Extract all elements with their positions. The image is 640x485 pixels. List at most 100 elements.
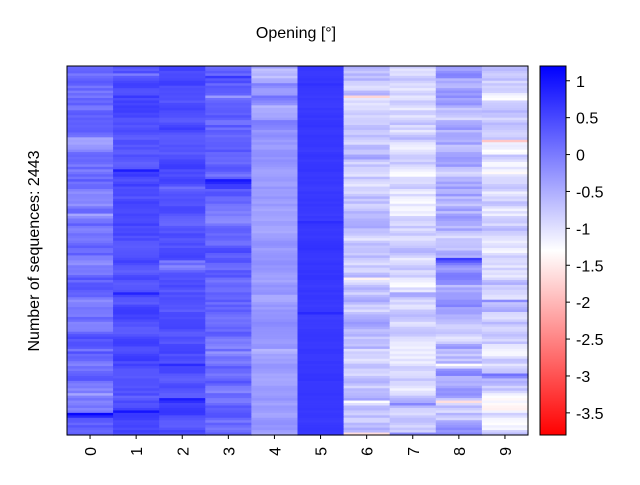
heatmap-cell [481,115,529,119]
heatmap-cell [435,233,483,237]
heatmap-cell [389,230,437,234]
heatmap-cell [481,213,529,217]
heatmap-cell [389,122,437,126]
heatmap-cell [435,257,483,261]
heatmap-cell [159,427,206,431]
heatmap-cell [389,100,437,104]
heatmap-cell [113,179,160,183]
heatmap-cell [159,184,206,188]
heatmap-cell [297,395,345,399]
heatmap-cell [343,243,391,247]
heatmap-cell [481,110,529,114]
heatmap-cell [435,186,483,190]
heatmap-cell [297,191,345,195]
heatmap-cell [113,358,160,362]
heatmap-cell [205,343,252,348]
heatmap-cell [481,329,529,333]
heatmap-cell [67,115,114,119]
heatmap-cell [389,179,437,183]
heatmap-cell [251,164,299,168]
heatmap-cell [205,380,252,384]
heatmap-cell [481,149,529,153]
heatmap-cell [343,189,391,193]
heatmap-cell [113,336,160,340]
heatmap-cell [481,85,529,89]
heatmap-cell [67,149,114,153]
heatmap-cell [435,117,483,121]
heatmap-cell [297,85,345,89]
heatmap-cell [159,134,206,138]
heatmap-cell [113,368,160,372]
heatmap-cell [159,235,206,239]
heatmap-cell [67,415,114,419]
y-axis-label: Number of sequences: 2443 [26,150,43,351]
heatmap-cell [297,171,345,175]
heatmap-cell [435,250,483,254]
heatmap-cell [251,309,299,313]
heatmap-cell [343,284,391,288]
heatmap-cell [251,432,299,436]
heatmap-cell [343,329,391,333]
heatmap-cell [159,240,206,244]
heatmap-cell [481,260,529,264]
heatmap-cell [113,257,160,261]
heatmap-cell [205,75,252,79]
heatmap-cell [297,275,345,279]
heatmap-cell [67,95,114,99]
heatmap-cell [481,314,529,318]
heatmap-cell [297,270,345,274]
heatmap-cell [481,93,529,97]
heatmap-cell [435,299,483,303]
heatmap-cell [297,134,345,138]
heatmap-cell [205,193,252,197]
heatmap-cell [343,422,391,426]
heatmap-cell [159,398,206,402]
heatmap-cell [297,299,345,303]
heatmap-cell [389,206,437,210]
heatmap-cell [251,430,299,434]
heatmap-cell [159,314,206,318]
heatmap-cell [389,395,437,399]
heatmap-cell [435,206,483,210]
heatmap-cell [297,245,345,249]
heatmap-cell [481,282,529,286]
heatmap-cell [159,225,206,229]
heatmap-cell [481,154,529,158]
heatmap-cell [343,107,391,111]
heatmap-cell [435,289,483,293]
heatmap-cell [481,191,529,195]
heatmap-cell [205,358,252,362]
heatmap-cell [481,139,529,143]
heatmap-cell [435,410,483,414]
heatmap-cell [389,248,437,252]
heatmap-cell [481,88,529,92]
heatmap-cell [435,348,483,352]
heatmap-cell [113,181,160,185]
heatmap-cell [481,262,529,266]
heatmap-cell [481,179,529,183]
heatmap-cell [389,277,437,281]
heatmap-cell [67,230,114,234]
heatmap-cell [481,417,529,421]
heatmap-cell [297,125,345,129]
heatmap-cell [297,289,345,293]
heatmap-cell [297,80,345,84]
heatmap-cell [297,193,345,197]
heatmap-cell [481,270,529,274]
heatmap-cell [113,321,160,325]
heatmap-cell [297,90,345,94]
heatmap-cell [159,142,206,146]
heatmap-cell [251,388,299,392]
heatmap-cell [159,375,206,380]
heatmap-cell [113,432,160,436]
heatmap-cell [205,129,252,134]
heatmap-cell [251,154,299,158]
heatmap-cell [435,189,483,193]
heatmap-cell [205,297,252,301]
heatmap-cell [481,218,529,222]
heatmap-cell [113,334,160,338]
heatmap-cell [205,147,252,151]
heatmap-cell [159,422,206,426]
heatmap-cell [297,297,345,301]
heatmap-cell [435,152,483,156]
